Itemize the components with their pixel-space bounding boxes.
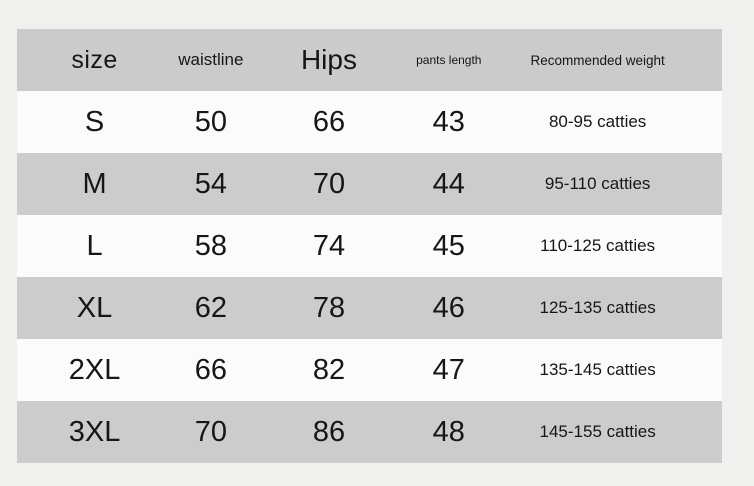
cell-waistline: 58 <box>194 229 227 262</box>
cell-size: L <box>86 229 103 262</box>
header-recommended-weight: Recommended weight <box>530 52 665 68</box>
table-row-m: M 54 70 44 95-110 catties <box>17 153 722 215</box>
cell-pants-length: 44 <box>432 167 465 200</box>
header-waistline: waistline <box>178 50 244 69</box>
cell-waistline: 50 <box>194 105 227 138</box>
cell-recommended-weight: 145-155 catties <box>539 422 656 441</box>
header-pants-length: pants length <box>416 53 482 67</box>
cell-size: 3XL <box>68 415 121 448</box>
cell-waistline: 66 <box>194 353 227 386</box>
cell-size: S <box>84 105 105 138</box>
cell-pants-length: 43 <box>432 105 465 138</box>
cell-hips: 86 <box>312 415 346 448</box>
cell-recommended-weight: 95-110 catties <box>544 174 651 193</box>
table-row-xl: XL 62 78 46 125-135 catties <box>17 277 722 339</box>
cell-waistline: 54 <box>194 167 227 200</box>
cell-pants-length: 46 <box>432 291 465 324</box>
cell-pants-length: 47 <box>432 353 465 386</box>
size-chart-table: size waistline Hips pants length Recomme… <box>17 29 722 463</box>
table-header-row: size waistline Hips pants length Recomme… <box>17 29 722 91</box>
cell-recommended-weight: 80-95 catties <box>548 112 647 131</box>
cell-size: XL <box>76 291 113 324</box>
table-row-s: S 50 66 43 80-95 catties <box>17 91 722 153</box>
header-size: size <box>71 45 118 74</box>
cell-recommended-weight: 125-135 catties <box>539 298 656 317</box>
cell-hips: 82 <box>312 353 346 386</box>
cell-waistline: 70 <box>194 415 227 448</box>
cell-pants-length: 48 <box>432 415 465 448</box>
cell-size: M <box>82 167 107 200</box>
table-row-l: L 58 74 45 110-125 catties <box>17 215 722 277</box>
cell-pants-length: 45 <box>432 229 465 262</box>
cell-hips: 70 <box>312 167 346 200</box>
cell-recommended-weight: 135-145 catties <box>539 360 656 379</box>
cell-hips: 66 <box>312 105 346 138</box>
cell-waistline: 62 <box>194 291 227 324</box>
header-hips: Hips <box>300 44 357 75</box>
cell-hips: 78 <box>312 291 346 324</box>
cell-size: 2XL <box>68 353 121 386</box>
table-row-3xl: 3XL 70 86 48 145-155 catties <box>17 401 722 463</box>
cell-hips: 74 <box>312 229 346 262</box>
table-row-2xl: 2XL 66 82 47 135-145 catties <box>17 339 722 401</box>
cell-recommended-weight: 110-125 catties <box>540 236 656 255</box>
